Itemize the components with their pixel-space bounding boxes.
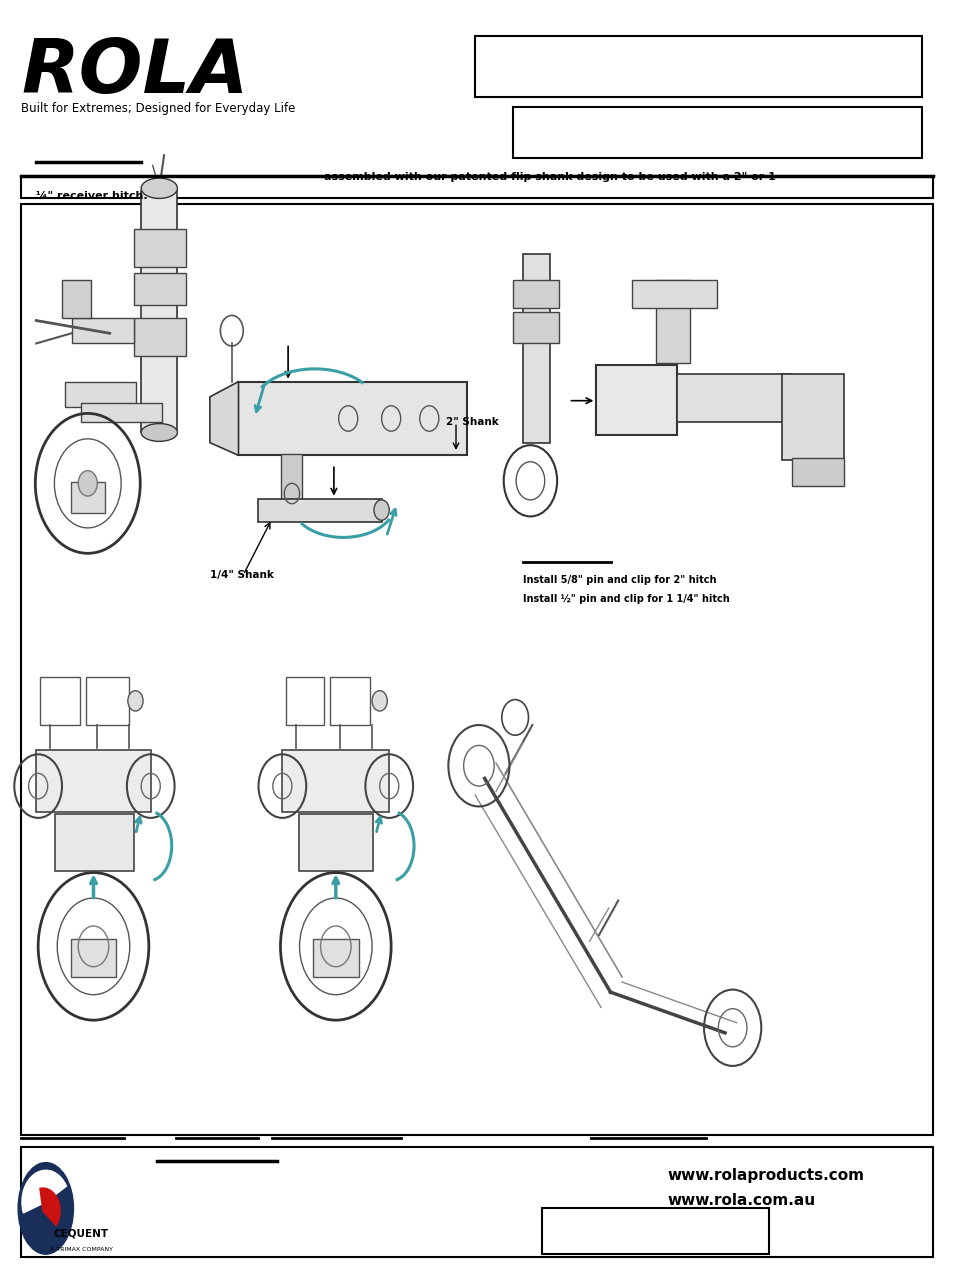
Bar (257, 499, 381, 522)
Text: 1/4" Shank: 1/4" Shank (210, 570, 274, 580)
Circle shape (372, 691, 387, 711)
Text: www.rola.com.au: www.rola.com.au (667, 1193, 815, 1208)
Bar (36, 750, 151, 812)
Bar (21, 176, 932, 198)
Text: Install ½" pin and clip for 1 1/4" hitch: Install ½" pin and clip for 1 1/4" hitch (522, 594, 729, 604)
Circle shape (128, 691, 143, 711)
Text: www.rolaproducts.com: www.rolaproducts.com (667, 1168, 863, 1183)
Bar (133, 273, 186, 305)
Bar (475, 36, 921, 97)
Bar (781, 374, 843, 460)
Bar (631, 280, 717, 308)
Bar (71, 318, 133, 343)
Bar (656, 280, 689, 363)
Text: CEQUENT: CEQUENT (53, 1229, 109, 1239)
Circle shape (374, 500, 389, 520)
Circle shape (78, 471, 97, 496)
Ellipse shape (141, 178, 177, 198)
Text: assembled with our patented flip shank design to be used with a 2" or 1: assembled with our patented flip shank d… (324, 172, 776, 182)
Bar (141, 191, 177, 432)
Bar (513, 107, 921, 158)
Bar (282, 750, 389, 812)
Text: ¼" receiver hitch.: ¼" receiver hitch. (36, 191, 148, 201)
Ellipse shape (141, 424, 177, 441)
Wedge shape (40, 1188, 60, 1226)
Bar (330, 677, 370, 725)
Bar (71, 482, 105, 513)
Bar (286, 677, 324, 725)
Bar (55, 814, 133, 871)
Bar (40, 677, 80, 725)
Bar (21, 1147, 932, 1257)
Bar (791, 458, 843, 486)
Bar (133, 229, 186, 267)
Bar (281, 454, 302, 511)
Bar (65, 382, 136, 407)
Bar (513, 280, 558, 308)
Bar (133, 318, 186, 356)
Bar (596, 365, 677, 435)
Bar (541, 1208, 768, 1254)
Bar (21, 204, 932, 1135)
Polygon shape (210, 382, 238, 455)
Bar (313, 939, 358, 977)
Text: ROLA: ROLA (21, 36, 248, 108)
Bar (71, 939, 116, 977)
Text: A TRIMAX COMPANY: A TRIMAX COMPANY (50, 1247, 112, 1252)
Ellipse shape (18, 1163, 73, 1254)
Bar (62, 280, 91, 318)
Bar (86, 677, 129, 725)
Bar (298, 814, 373, 871)
Bar (81, 403, 162, 422)
Bar (238, 382, 467, 455)
Bar (522, 254, 549, 443)
Wedge shape (22, 1170, 67, 1213)
Text: Install 5/8" pin and clip for 2" hitch: Install 5/8" pin and clip for 2" hitch (522, 575, 716, 585)
Bar (677, 374, 791, 422)
Text: 2" Shank: 2" Shank (446, 417, 498, 427)
Text: Built for Extremes; Designed for Everyday Life: Built for Extremes; Designed for Everyda… (21, 102, 295, 114)
Bar (513, 312, 558, 343)
